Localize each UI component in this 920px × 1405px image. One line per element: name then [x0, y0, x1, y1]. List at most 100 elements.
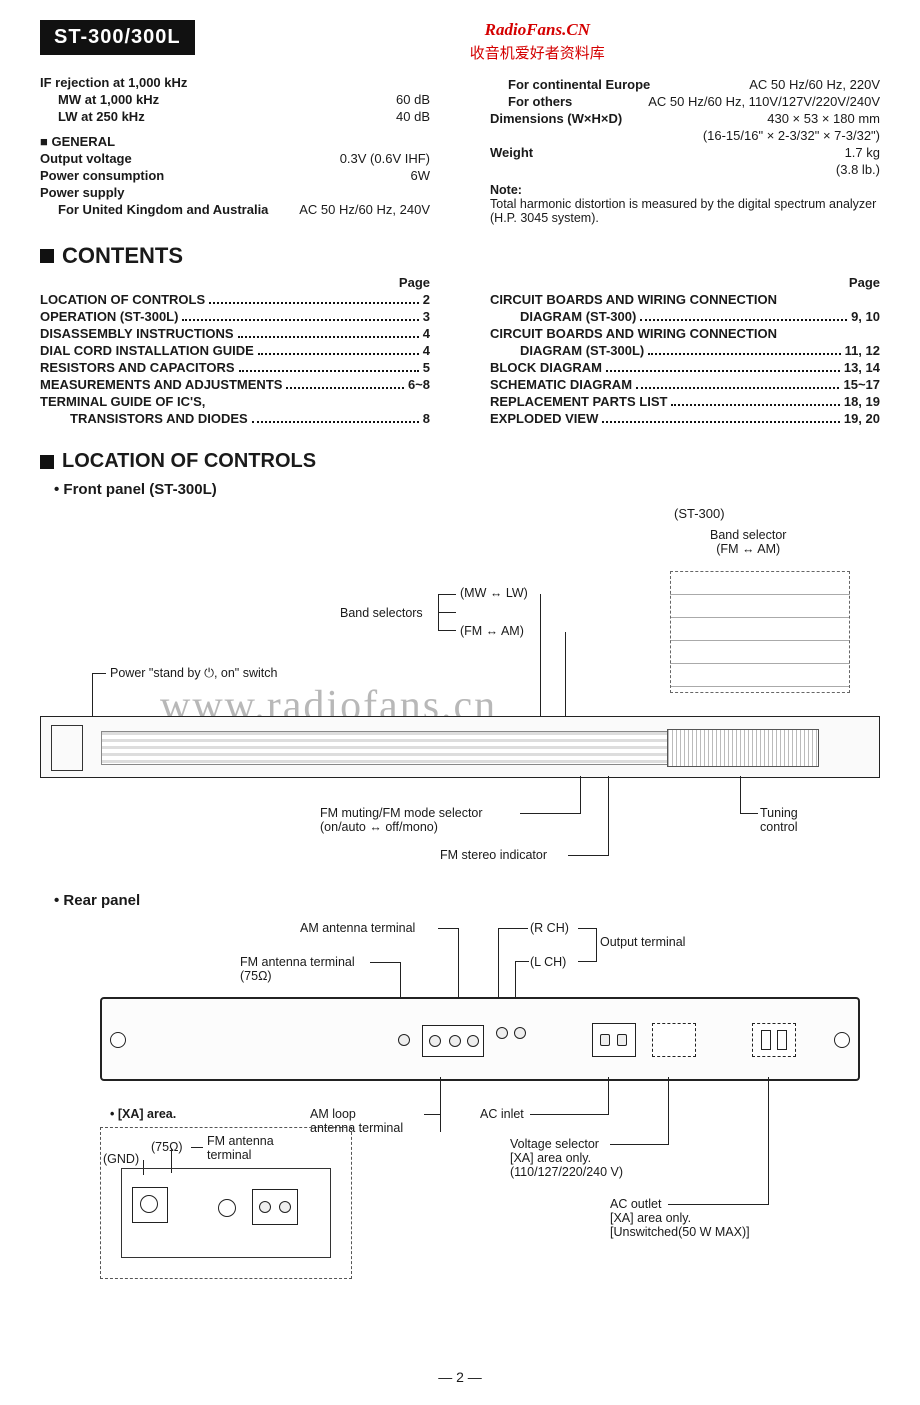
ce-label: For continental Europe	[490, 77, 650, 92]
pc-label: Power consumption	[40, 168, 164, 183]
toc-label: CIRCUIT BOARDS AND WIRING CONNECTION	[490, 326, 777, 341]
square-bullet-icon	[40, 455, 54, 469]
dim-val: 430 × 53 × 180 mm	[767, 111, 880, 126]
xa-area-box: (75Ω) FM antenna terminal (GND)	[100, 1127, 352, 1279]
toc-label: TRANSISTORS AND DIODES	[40, 411, 248, 426]
dim-imp: (16-15/16" × 2-3/32" × 7-3/32")	[703, 128, 880, 143]
toc-line: SCHEMATIC DIAGRAM15~17	[490, 377, 880, 392]
oth-val: AC 50 Hz/60 Hz, 110V/127V/220V/240V	[648, 94, 880, 109]
xa-inner-drawing	[121, 1168, 331, 1258]
xa-area-header: • [XA] area.	[110, 1107, 176, 1121]
power-button-drawing	[51, 725, 83, 771]
toc-page: 3	[423, 309, 430, 324]
toc-line: LOCATION OF CONTROLS2	[40, 292, 430, 307]
toc-label: EXPLODED VIEW	[490, 411, 598, 426]
toc-page: 2	[423, 292, 430, 307]
fm-stereo-callout: FM stereo indicator	[440, 848, 547, 862]
toc-line: CIRCUIT BOARDS AND WIRING CONNECTION	[490, 292, 880, 307]
toc-page: 11, 12	[845, 343, 880, 358]
general-header: ■ GENERAL	[40, 134, 430, 149]
am-antenna-callout: AM antenna terminal	[300, 921, 415, 935]
output-terminal-callout: Output terminal	[600, 935, 685, 949]
toc-page: 13, 14	[844, 360, 880, 375]
oth-label: For others	[490, 94, 572, 109]
note-header: Note:	[490, 183, 880, 197]
toc-page: 18, 19	[844, 394, 880, 409]
toc-dots	[258, 352, 419, 355]
toc-dots	[209, 301, 419, 304]
front-panel-subheader: Front panel (ST-300L)	[54, 481, 880, 498]
toc-line: RESISTORS AND CAPACITORS5	[40, 360, 430, 375]
rch-callout: (R CH)	[530, 921, 569, 935]
specs-block: IF rejection at 1,000 kHz MW at 1,000 kH…	[40, 75, 880, 225]
toc-line: CIRCUIT BOARDS AND WIRING CONNECTION	[490, 326, 880, 341]
fm-am-callout: (FM ↔ AM)	[460, 624, 524, 638]
st300-inset: (ST-300) Band selector (FM ↔ AM)	[670, 506, 850, 693]
band-selectors-callout: Band selectors	[340, 606, 423, 620]
toc-line: DISASSEMBLY INSTRUCTIONS4	[40, 326, 430, 341]
out-v-val: 0.3V (0.6V IHF)	[340, 151, 430, 166]
front-panel-drawing	[40, 716, 880, 778]
ce-val: AC 50 Hz/60 Hz, 220V	[749, 77, 880, 92]
toc-label: CIRCUIT BOARDS AND WIRING CONNECTION	[490, 292, 777, 307]
toc-page: 4	[423, 343, 430, 358]
front-panel-diagram: (ST-300) Band selector (FM ↔ AM) Band se…	[40, 506, 880, 886]
toc-label: DIAGRAM (ST-300)	[490, 309, 636, 324]
out-v-label: Output voltage	[40, 151, 132, 166]
fm-antenna-callout: FM antenna terminal (75Ω)	[240, 955, 355, 983]
toc-line: BLOCK DIAGRAM 13, 14	[490, 360, 880, 375]
power-switch-callout: Power "stand by ⏻, on" switch	[110, 666, 277, 681]
toc-page: 9, 10	[851, 309, 880, 324]
xa-fm-antenna-callout: FM antenna terminal	[207, 1134, 274, 1162]
toc-label: OPERATION (ST-300L)	[40, 309, 178, 324]
toc-dots	[671, 403, 839, 406]
ac-inlet-callout: AC inlet	[480, 1107, 524, 1121]
square-bullet-icon	[40, 249, 54, 263]
specs-right: For continental Europe AC 50 Hz/60 Hz, 22…	[490, 75, 880, 225]
toc-dots	[602, 420, 839, 423]
toc-line: MEASUREMENTS AND ADJUSTMENTS 6~8	[40, 377, 430, 392]
location-header: LOCATION OF CONTROLS	[40, 450, 880, 473]
location-title: LOCATION OF CONTROLS	[62, 450, 316, 473]
model-badge: ST-300/300L	[40, 20, 195, 55]
mw-label: MW at 1,000 kHz	[40, 92, 159, 107]
watermark-cn: 收音机爱好者资料库	[195, 42, 880, 63]
toc-page: 19, 20	[844, 411, 880, 426]
toc-dots	[648, 352, 840, 355]
page-header-left: Page	[40, 275, 430, 290]
page-header-right: Page	[490, 275, 880, 290]
toc-dots	[182, 318, 418, 321]
voltage-selector-callout: Voltage selector [XA] area only. (110/12…	[510, 1137, 623, 1179]
xa-75ohm-callout: (75Ω)	[151, 1140, 183, 1154]
toc-left: Page LOCATION OF CONTROLS2 OPERATION (ST-…	[40, 275, 430, 428]
mw-val: 60 dB	[396, 92, 430, 107]
inset-band-callout: Band selector (FM ↔ AM)	[710, 528, 786, 556]
toc-label: BLOCK DIAGRAM	[490, 360, 602, 375]
toc-dots	[238, 335, 419, 338]
pc-val: 6W	[411, 168, 431, 183]
toc-label: DISASSEMBLY INSTRUCTIONS	[40, 326, 234, 341]
toc-page: 6~8	[408, 377, 430, 392]
note-body: Total harmonic distortion is measured by…	[490, 197, 880, 225]
toc-line: TERMINAL GUIDE OF IC'S,	[40, 394, 430, 409]
wt-label: Weight	[490, 145, 533, 160]
contents-title: CONTENTS	[62, 243, 183, 269]
tuning-dial-drawing	[667, 729, 819, 767]
uk-val: AC 50 Hz/60 Hz, 240V	[299, 202, 430, 217]
toc-line: OPERATION (ST-300L) 3	[40, 309, 430, 324]
wt-imp: (3.8 lb.)	[836, 162, 880, 177]
if-rejection-label: IF rejection at 1,000 kHz	[40, 75, 430, 90]
page-number: — 2 —	[40, 1369, 880, 1385]
toc-label: DIAGRAM (ST-300L)	[490, 343, 644, 358]
wt-val: 1.7 kg	[845, 145, 880, 160]
toc-label: REPLACEMENT PARTS LIST	[490, 394, 667, 409]
am-loop-callout: AM loop antenna terminal	[310, 1107, 403, 1135]
specs-left: IF rejection at 1,000 kHz MW at 1,000 kH…	[40, 75, 430, 225]
rear-panel-diagram: AM antenna terminal (R CH) Output termin…	[40, 917, 880, 1357]
toc-line: DIAGRAM (ST-300L) 11, 12	[490, 343, 880, 358]
toc-dots	[636, 386, 839, 389]
toc-dots	[640, 318, 847, 321]
toc-label: MEASUREMENTS AND ADJUSTMENTS	[40, 377, 282, 392]
inset-dashed-box	[670, 571, 850, 693]
ps-label: Power supply	[40, 185, 430, 200]
